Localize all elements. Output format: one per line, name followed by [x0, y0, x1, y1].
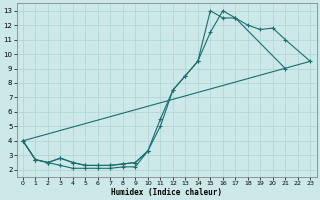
X-axis label: Humidex (Indice chaleur): Humidex (Indice chaleur) — [111, 188, 222, 197]
